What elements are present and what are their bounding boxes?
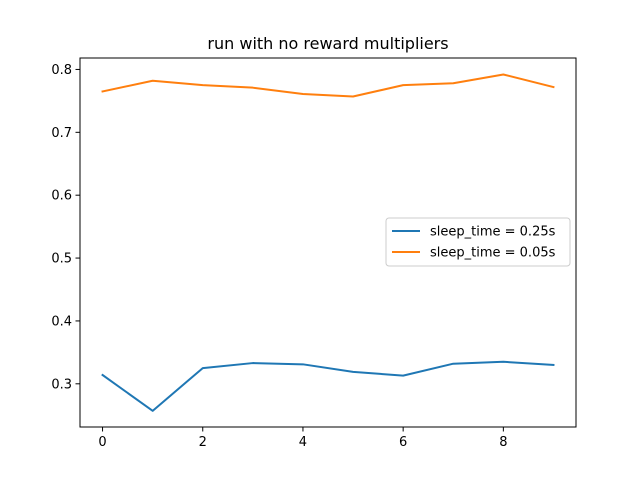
- legend-label-1: sleep_time = 0.05s: [430, 246, 556, 261]
- y-tick-label: 0.7: [51, 126, 72, 141]
- x-tick-label: 2: [199, 435, 207, 450]
- legend: sleep_time = 0.25s sleep_time = 0.05s: [385, 217, 571, 267]
- series-line-1: [101, 73, 555, 98]
- y-tick-label: 0.3: [51, 377, 72, 392]
- series-line-0: [101, 360, 555, 412]
- x-tick-label: 0: [98, 435, 106, 450]
- legend-label-0: sleep_time = 0.25s: [430, 225, 556, 240]
- chart-title: run with no reward multipliers: [207, 34, 448, 53]
- y-tick-label: 0.4: [51, 314, 72, 329]
- axes: 0 2 4 6 8 0.3 0.4 0.5 0.6 0.7 0.8: [51, 57, 577, 450]
- x-tick-label: 8: [499, 435, 507, 450]
- x-tick-label: 4: [299, 435, 307, 450]
- y-tick-label: 0.5: [51, 252, 72, 267]
- y-tick-label: 0.6: [51, 189, 72, 204]
- y-tick-label: 0.8: [51, 63, 72, 78]
- x-tick-label: 6: [399, 435, 407, 450]
- plot-area: [101, 73, 555, 412]
- axes-frame: [79, 57, 577, 428]
- legend-box: [385, 217, 571, 267]
